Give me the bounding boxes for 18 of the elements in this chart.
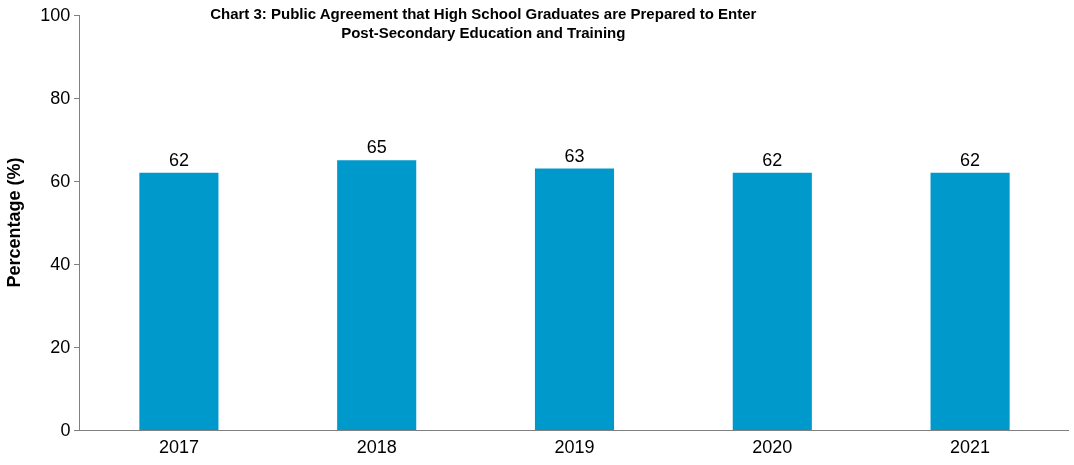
y-tick-label: 80 xyxy=(50,88,71,109)
y-tick-label: 20 xyxy=(50,337,71,358)
y-tick-label: 40 xyxy=(50,254,71,275)
y-axis-title: Percentage (%) xyxy=(3,157,24,288)
y-tick-label: 0 xyxy=(60,420,71,441)
x-tick-label: 2019 xyxy=(554,436,595,457)
y-tick-label: 100 xyxy=(40,5,71,26)
data-label: 62 xyxy=(168,149,189,170)
data-label: 63 xyxy=(564,145,585,166)
data-label: 65 xyxy=(366,137,387,158)
x-tick-label: 2017 xyxy=(158,436,199,457)
x-tick-label: 2020 xyxy=(752,436,793,457)
x-tick-label: 2018 xyxy=(356,436,397,457)
y-tick-label: 60 xyxy=(50,171,71,192)
x-tick-label: 2021 xyxy=(950,436,991,457)
chart-title: Chart 3: Public Agreement that High School Graduates are Prepared to Enter Post-Secondary Education and Training xyxy=(210,4,757,42)
data-label: 62 xyxy=(960,149,981,170)
data-label: 62 xyxy=(762,149,783,170)
